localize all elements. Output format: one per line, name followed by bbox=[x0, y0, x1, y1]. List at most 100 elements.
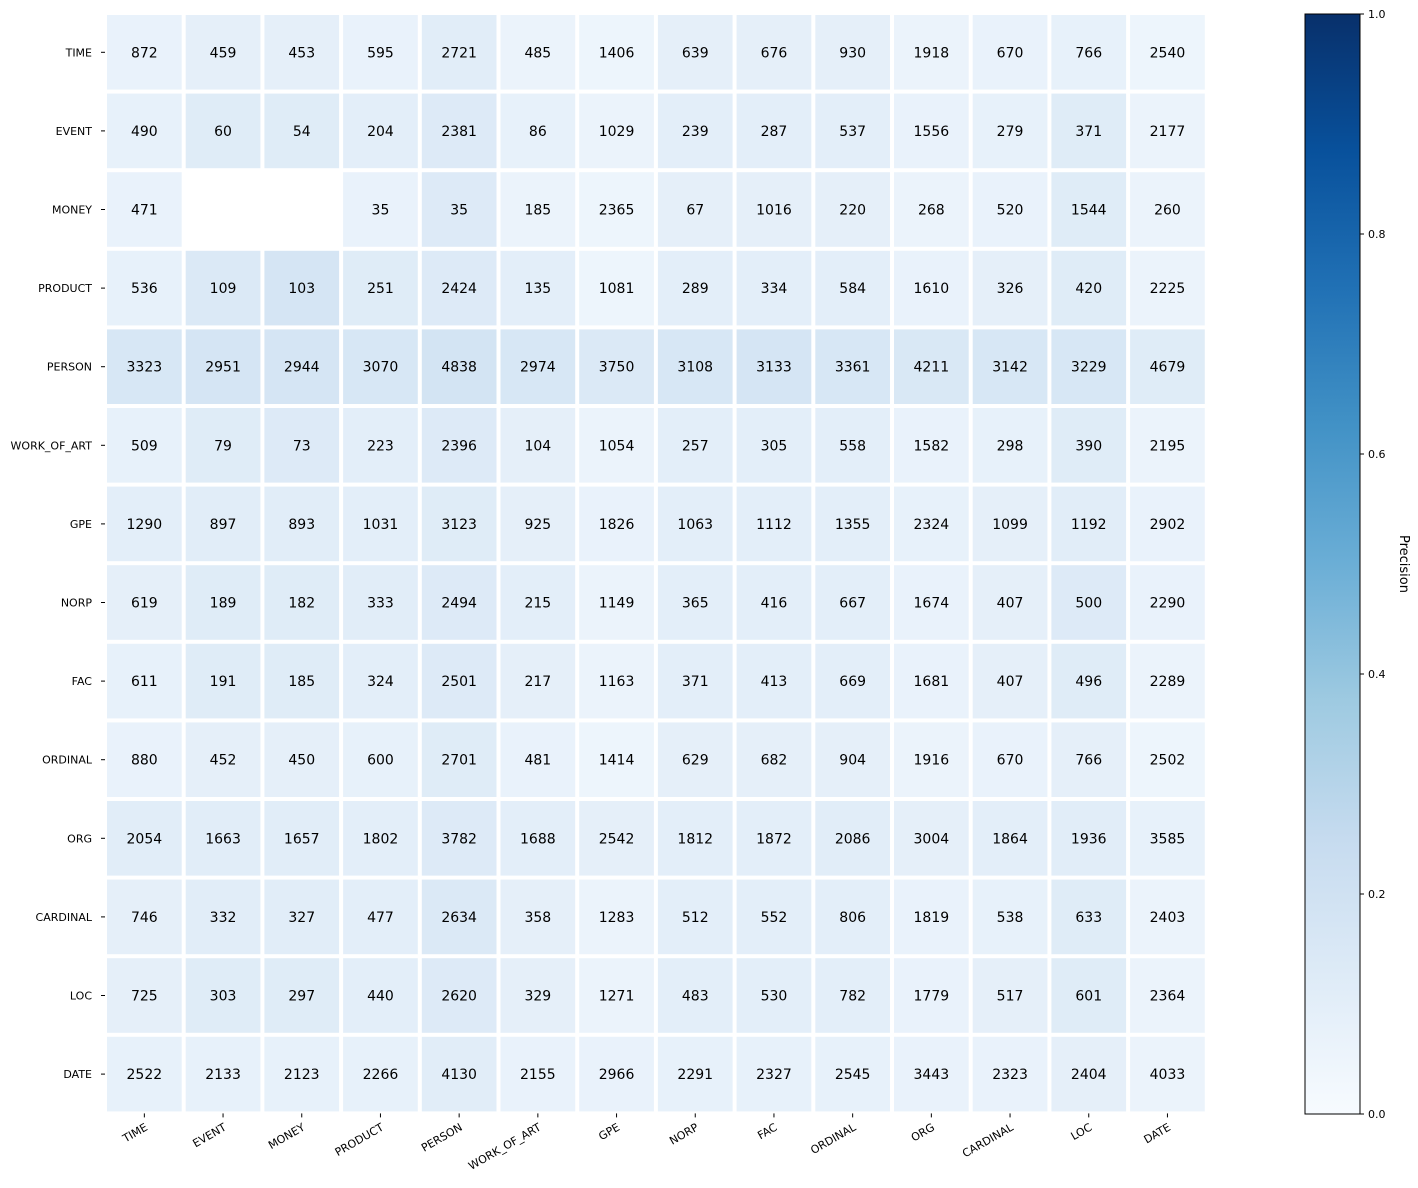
heatmap-cell bbox=[894, 329, 969, 404]
heatmap-cell bbox=[500, 329, 576, 404]
heatmap-cell bbox=[894, 643, 969, 719]
heatmap-cell bbox=[500, 801, 576, 876]
heatmap-cell bbox=[500, 250, 576, 326]
heatmap-cell bbox=[657, 408, 733, 483]
x-tick-label: EVENT bbox=[191, 1121, 229, 1151]
x-tick-label: WORK_OF_ART bbox=[466, 1121, 543, 1173]
heatmap-cell bbox=[815, 801, 890, 876]
cell-value-label: 2974 bbox=[520, 360, 556, 376]
cell-value-label: 390 bbox=[1075, 438, 1102, 454]
cell-value-label: 538 bbox=[997, 910, 1024, 926]
cell-value-label: 880 bbox=[131, 753, 158, 769]
cell-value-label: 4033 bbox=[1150, 1067, 1186, 1083]
heatmap-cell bbox=[185, 1036, 261, 1112]
heatmap-cell bbox=[579, 801, 654, 876]
heatmap-cell bbox=[264, 250, 340, 326]
heatmap-cell bbox=[972, 565, 1048, 640]
heatmap-cell bbox=[736, 643, 812, 719]
heatmap-cell bbox=[185, 643, 261, 719]
cell-value-label: 600 bbox=[367, 753, 394, 769]
heatmap-cell bbox=[1130, 250, 1205, 326]
cell-value-label: 1544 bbox=[1071, 203, 1107, 219]
cell-value-label: 2289 bbox=[1150, 674, 1186, 690]
cell-value-label: 897 bbox=[210, 517, 237, 533]
heatmap-cell bbox=[894, 958, 969, 1033]
cell-value-label: 766 bbox=[1075, 45, 1102, 61]
cell-value-label: 872 bbox=[131, 45, 158, 61]
heatmap-cell bbox=[579, 250, 654, 326]
y-tick-label: DATE bbox=[63, 1068, 92, 1081]
heatmap-cell bbox=[264, 1036, 340, 1112]
heatmap-cell bbox=[972, 172, 1048, 247]
cell-value-label: 287 bbox=[761, 124, 788, 140]
heatmap-cell bbox=[815, 958, 890, 1033]
cell-value-label: 1029 bbox=[599, 124, 635, 140]
heatmap-cell bbox=[972, 643, 1048, 719]
heatmap-cell bbox=[500, 722, 576, 797]
heatmap-cell bbox=[185, 801, 261, 876]
heatmap-cell bbox=[736, 1036, 812, 1112]
heatmap-cell bbox=[1130, 486, 1205, 562]
heatmap-cell bbox=[107, 172, 182, 247]
heatmap-cell bbox=[1130, 565, 1205, 640]
heatmap-cell bbox=[185, 486, 261, 562]
x-tick-label: GPE bbox=[596, 1121, 622, 1143]
heatmap-cell bbox=[972, 408, 1048, 483]
heatmap-cell bbox=[1130, 93, 1205, 169]
x-tick-label: FAC bbox=[755, 1121, 779, 1143]
heatmap-cell bbox=[264, 565, 340, 640]
x-axis: TIME EVENT MONEY PRODUCT PERSON WORK_OF_ART GP… bbox=[120, 1113, 1173, 1173]
heatmap-cell bbox=[815, 565, 890, 640]
cell-value-label: 217 bbox=[524, 674, 551, 690]
cell-value-label: 2396 bbox=[441, 438, 477, 454]
heatmap-cell bbox=[736, 486, 812, 562]
heatmap-cell bbox=[1130, 408, 1205, 483]
heatmap-cell bbox=[421, 250, 497, 326]
heatmap-cell bbox=[264, 93, 340, 169]
heatmap-cell bbox=[1051, 643, 1127, 719]
cell-value-label: 215 bbox=[524, 596, 551, 612]
cell-value-label: 2177 bbox=[1150, 124, 1186, 140]
heatmap-cell bbox=[185, 408, 261, 483]
heatmap-cell bbox=[579, 408, 654, 483]
heatmap-cell bbox=[657, 486, 733, 562]
heatmap-cell bbox=[421, 565, 497, 640]
cell-value-label: 1031 bbox=[363, 517, 399, 533]
heatmap-cell bbox=[343, 250, 418, 326]
x-tick-label: PRODUCT bbox=[333, 1121, 386, 1159]
cell-value-label: 365 bbox=[682, 596, 709, 612]
heatmap-cell bbox=[421, 643, 497, 719]
heatmap-cell bbox=[1051, 565, 1127, 640]
cell-value-label: 67 bbox=[686, 203, 704, 219]
cell-value-label: 239 bbox=[682, 124, 709, 140]
x-tick-label: ORDINAL bbox=[808, 1120, 858, 1157]
cell-value-label: 1674 bbox=[914, 596, 950, 612]
cell-value-label: 1406 bbox=[599, 45, 635, 61]
heatmap-cell bbox=[264, 408, 340, 483]
cell-value-label: 60 bbox=[214, 124, 232, 140]
cell-value-label: 2323 bbox=[992, 1067, 1028, 1083]
cell-value-label: 2054 bbox=[127, 831, 163, 847]
heatmap-cell bbox=[185, 958, 261, 1033]
heatmap-cell bbox=[815, 93, 890, 169]
cell-value-label: 2540 bbox=[1150, 45, 1186, 61]
heatmap-cell bbox=[1051, 15, 1127, 90]
cell-value-label: 2123 bbox=[284, 1067, 320, 1083]
cell-value-label: 3123 bbox=[441, 517, 477, 533]
cell-value-label: 1582 bbox=[914, 438, 950, 454]
colorbar-title: Precision bbox=[1396, 535, 1411, 593]
heatmap-cell bbox=[736, 172, 812, 247]
heatmap-cell bbox=[972, 958, 1048, 1033]
cell-value-label: 2365 bbox=[599, 203, 635, 219]
heatmap-cell bbox=[815, 408, 890, 483]
cell-value-label: 2501 bbox=[441, 674, 477, 690]
cell-value-label: 35 bbox=[372, 203, 390, 219]
heatmap-cell bbox=[1051, 801, 1127, 876]
heatmap-cell bbox=[185, 565, 261, 640]
heatmap-cell bbox=[1051, 408, 1127, 483]
cell-value-label: 2404 bbox=[1071, 1067, 1107, 1083]
cell-value-label: 670 bbox=[997, 45, 1024, 61]
cell-value-label: 185 bbox=[288, 674, 315, 690]
cell-value-label: 1054 bbox=[599, 438, 635, 454]
cell-value-label: 1657 bbox=[284, 831, 320, 847]
